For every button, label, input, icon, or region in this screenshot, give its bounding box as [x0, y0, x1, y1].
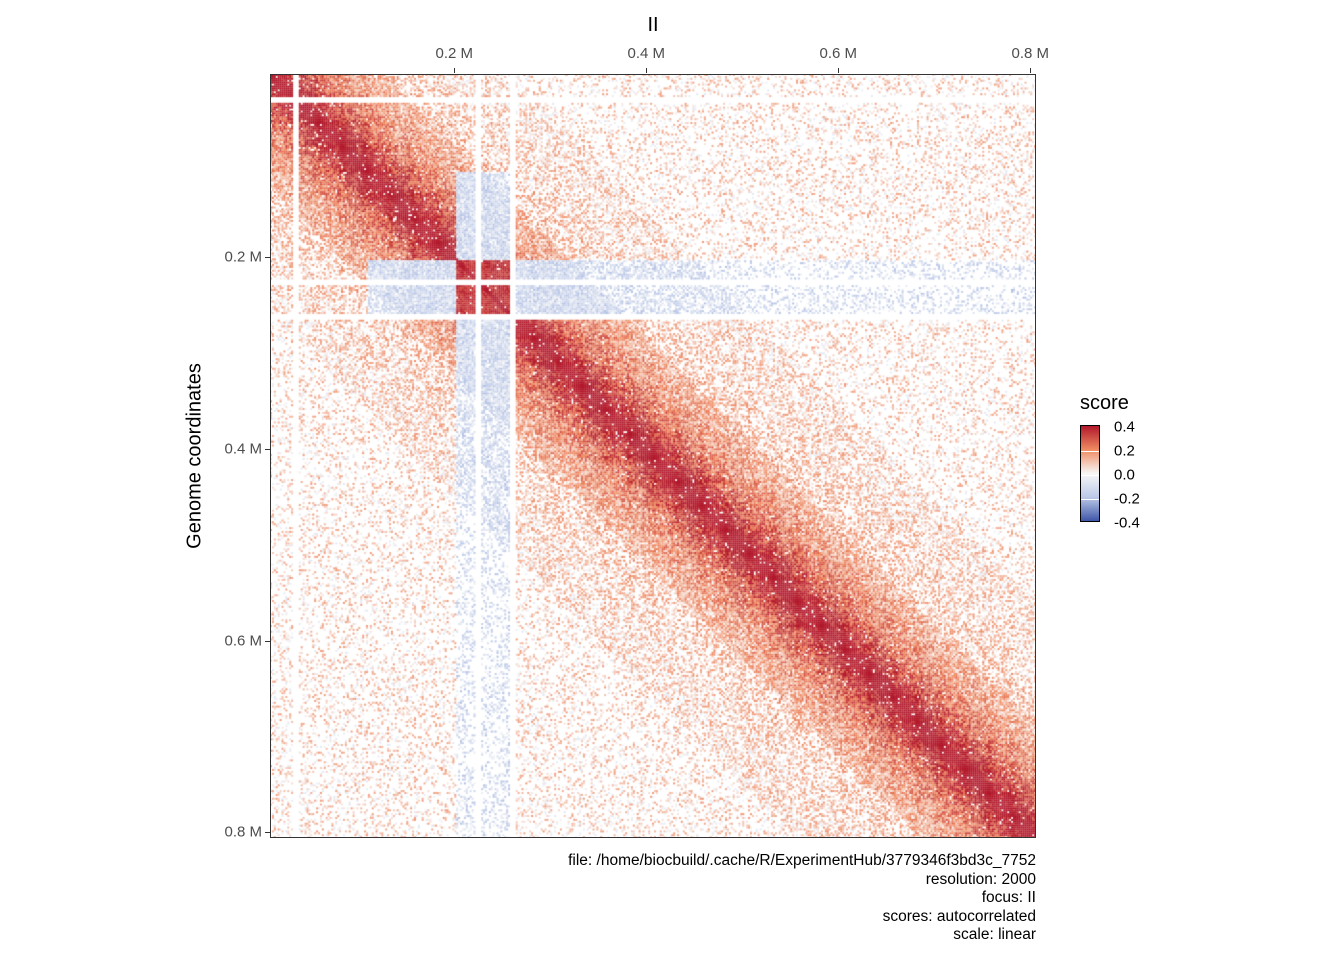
y-tick-label: 0.6 M — [224, 632, 262, 650]
legend-label: 0.0 — [1114, 466, 1135, 484]
y-tick-mark — [265, 832, 270, 834]
caption-scores: scores: autocorrelated — [882, 907, 1036, 925]
legend-label: 0.4 — [1114, 418, 1135, 436]
y-tick-label: 0.8 M — [224, 823, 262, 841]
x-tick-mark — [1030, 68, 1032, 73]
legend-colorbar — [1080, 425, 1100, 522]
x-tick-mark — [454, 68, 456, 73]
x-tick-label: 0.2 M — [435, 45, 474, 62]
legend-tick — [1081, 499, 1099, 500]
plot-panel — [270, 74, 1036, 838]
chart-title: II — [647, 14, 659, 36]
caption: file: /home/biocbuild/.cache/R/Experimen… — [568, 852, 1036, 945]
y-axis-label: Genome coordinates — [183, 363, 206, 549]
caption-scale: scale: linear — [953, 926, 1036, 944]
y-tick-mark — [265, 257, 270, 259]
x-tick-mark — [838, 68, 840, 73]
x-tick-label: 0.8 M — [1011, 45, 1049, 62]
x-tick-mark — [646, 68, 648, 73]
y-tick-label: 0.2 M — [224, 248, 262, 266]
legend-label: 0.2 — [1114, 442, 1135, 460]
caption-resolution: resolution: 2000 — [925, 870, 1036, 888]
heatmap-canvas — [270, 74, 1036, 838]
legend-tick — [1081, 475, 1099, 476]
y-tick-label: 0.4 M — [224, 440, 262, 458]
caption-focus: focus: II — [981, 889, 1036, 907]
y-tick-mark — [265, 640, 270, 642]
caption-file: file: /home/biocbuild/.cache/R/Experimen… — [568, 852, 1036, 869]
x-tick-label: 0.6 M — [819, 45, 858, 62]
x-tick-label: 0.4 M — [627, 45, 666, 62]
legend-label: -0.2 — [1114, 490, 1140, 508]
legend-title: score — [1080, 392, 1129, 414]
legend-tick — [1081, 451, 1099, 452]
y-tick-mark — [265, 448, 270, 450]
legend-label: -0.4 — [1114, 514, 1140, 532]
